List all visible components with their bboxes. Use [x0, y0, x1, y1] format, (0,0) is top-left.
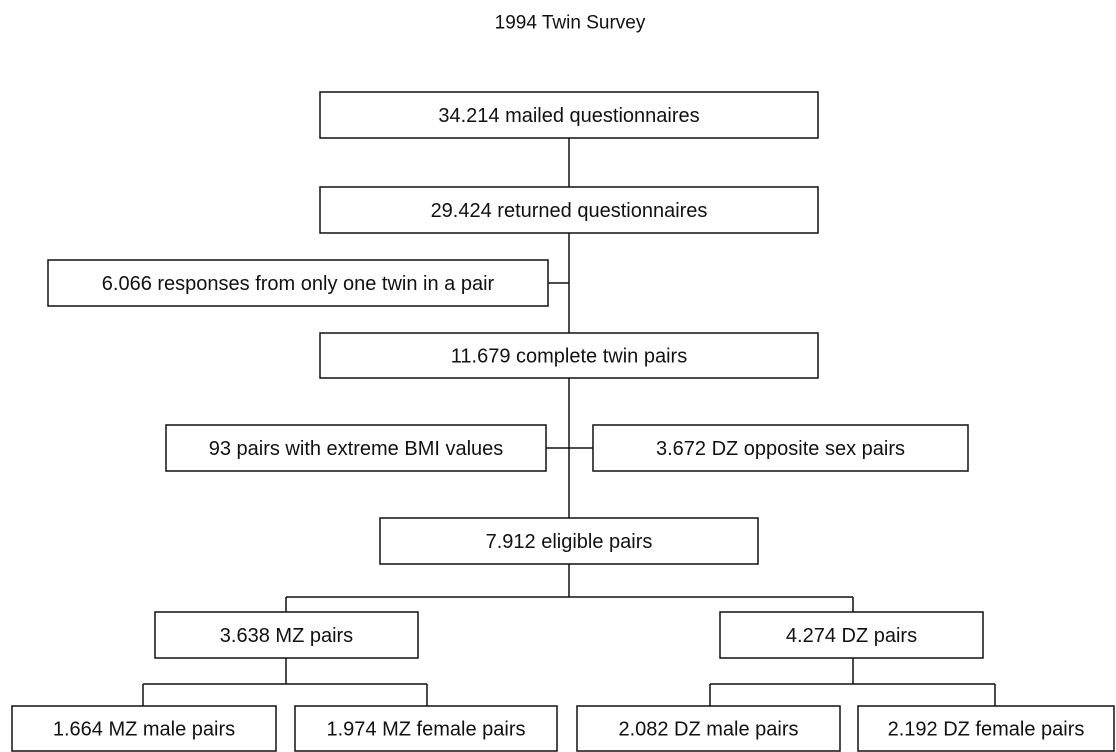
diagram-title: 1994 Twin Survey — [495, 13, 646, 34]
node: 6.066 responses from only one twin in a … — [47, 259, 549, 307]
node-box — [857, 705, 1115, 752]
node-box — [592, 424, 969, 472]
node-box — [319, 91, 819, 139]
node-box — [576, 705, 841, 752]
node-box — [294, 705, 558, 752]
nodes: 34.214 mailed questionnaires 29.424 retur… — [11, 91, 1115, 752]
node: 93 pairs with extreme BMI values — [165, 424, 547, 472]
node-box — [319, 186, 819, 234]
node-box — [11, 705, 277, 752]
node-label: 11.679 complete twin pairs — [451, 346, 687, 368]
node-box — [379, 517, 759, 565]
node-box — [154, 611, 419, 659]
node: 2.082 DZ male pairs — [576, 705, 841, 752]
node: 4.274 DZ pairs — [719, 611, 984, 659]
node-box — [719, 611, 984, 659]
node: 7.912 eligible pairs — [379, 517, 759, 565]
node: 1.664 MZ male pairs — [11, 705, 277, 752]
node-label: 7.912 eligible pairs — [486, 531, 653, 553]
node-label: 1.664 MZ male pairs — [53, 719, 235, 741]
node-label: 34.214 mailed questionnaires — [438, 105, 699, 127]
node-label: 93 pairs with extreme BMI values — [209, 438, 504, 460]
node: 34.214 mailed questionnaires — [319, 91, 819, 139]
node-label: 1.974 MZ female pairs — [327, 719, 526, 741]
node-box — [319, 332, 819, 379]
node: 29.424 returned questionnaires — [319, 186, 819, 234]
node-box — [165, 424, 547, 472]
node: 3.672 DZ opposite sex pairs — [592, 424, 969, 472]
node-label: 3.672 DZ opposite sex pairs — [656, 438, 905, 460]
node-label: 6.066 responses from only one twin in a … — [102, 273, 495, 295]
node-label: 3.638 MZ pairs — [220, 625, 353, 647]
node: 11.679 complete twin pairs — [319, 332, 819, 379]
node-box — [47, 259, 549, 307]
node: 2.192 DZ female pairs — [857, 705, 1115, 752]
node-label: 29.424 returned questionnaires — [431, 200, 708, 222]
node-label: 4.274 DZ pairs — [786, 625, 917, 647]
connectors — [142, 138, 996, 706]
node: 3.638 MZ pairs — [154, 611, 419, 659]
node-label: 2.192 DZ female pairs — [888, 719, 1085, 741]
node-label: 2.082 DZ male pairs — [618, 719, 798, 741]
node: 1.974 MZ female pairs — [294, 705, 558, 752]
